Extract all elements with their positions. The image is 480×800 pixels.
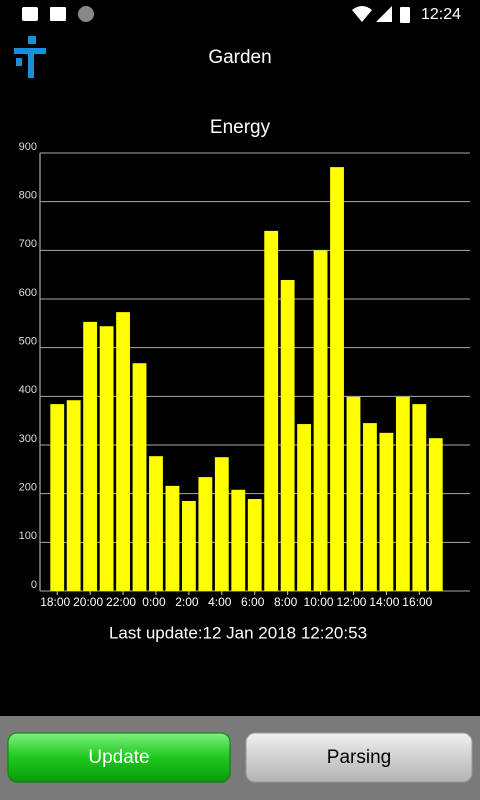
signal-icon bbox=[376, 6, 392, 22]
battery-icon bbox=[400, 7, 410, 23]
y-tick-label: 300 bbox=[19, 433, 37, 445]
bar bbox=[99, 326, 114, 591]
x-tick-label: 4:00 bbox=[208, 595, 232, 609]
screen-title: Garden bbox=[208, 47, 271, 68]
bar bbox=[181, 500, 196, 591]
bar bbox=[297, 424, 312, 591]
update-button-bg[interactable] bbox=[7, 732, 231, 783]
last-update: Last update:12 Jan 2018 12:20:53 bbox=[109, 623, 367, 642]
parsing-button[interactable]: Parsing bbox=[245, 732, 473, 783]
y-tick-label: 100 bbox=[19, 530, 37, 542]
chart: 0 100 200 300 400 500 600 700 800 900 18:00 20:00 22… bbox=[19, 141, 470, 609]
status-time: 12:24 bbox=[421, 6, 461, 23]
sync-icon bbox=[78, 6, 94, 22]
parsing-button-label[interactable]: Parsing bbox=[327, 747, 391, 768]
wifi-icon bbox=[352, 6, 372, 22]
y-tick-label: 200 bbox=[19, 482, 37, 494]
bar bbox=[412, 404, 427, 591]
bar bbox=[395, 396, 410, 591]
bar bbox=[66, 400, 81, 591]
bar bbox=[264, 230, 279, 591]
y-tick-label: 800 bbox=[19, 190, 37, 202]
bar bbox=[165, 485, 180, 591]
x-tick-label: 14:00 bbox=[369, 595, 399, 609]
x-tick-label: 2:00 bbox=[175, 595, 199, 609]
bar bbox=[346, 396, 361, 591]
bar bbox=[313, 250, 328, 592]
bar bbox=[330, 167, 344, 591]
x-tick-label: 8:00 bbox=[274, 595, 298, 609]
x-tick-label: 0:00 bbox=[142, 595, 166, 609]
bar bbox=[280, 280, 295, 591]
app-logo bbox=[14, 36, 46, 78]
parsing-button-bg[interactable] bbox=[245, 732, 473, 783]
image-icon bbox=[50, 7, 66, 21]
bar bbox=[198, 477, 213, 591]
bar bbox=[83, 321, 98, 591]
x-tick-label: 16:00 bbox=[402, 595, 432, 609]
x-tick-label: 22:00 bbox=[106, 595, 136, 609]
update-button-label[interactable]: Update bbox=[88, 747, 149, 768]
bar bbox=[116, 312, 130, 591]
bar bbox=[247, 499, 262, 591]
y-tick-label: 600 bbox=[19, 287, 37, 299]
bar bbox=[132, 363, 147, 591]
bar bbox=[428, 438, 443, 591]
bar bbox=[379, 432, 394, 591]
bar bbox=[149, 456, 163, 591]
notification-icon bbox=[22, 7, 38, 21]
chart-title: Energy bbox=[210, 117, 271, 138]
bar bbox=[50, 404, 65, 591]
bar bbox=[231, 489, 246, 591]
y-tick-label: 0 bbox=[31, 579, 37, 591]
y-tick-label: 400 bbox=[19, 384, 37, 396]
x-tick-label: 12:00 bbox=[336, 595, 366, 609]
update-button[interactable]: Update bbox=[7, 732, 231, 783]
y-tick-label: 500 bbox=[19, 336, 37, 348]
x-tick-label: 10:00 bbox=[304, 595, 334, 609]
x-tick-label: 18:00 bbox=[40, 595, 70, 609]
bar bbox=[214, 457, 229, 591]
y-tick-label: 900 bbox=[19, 141, 37, 153]
y-tick-label: 700 bbox=[19, 238, 37, 250]
bar bbox=[363, 423, 377, 591]
x-tick-label: 20:00 bbox=[73, 595, 103, 609]
x-tick-label: 6:00 bbox=[241, 595, 265, 609]
